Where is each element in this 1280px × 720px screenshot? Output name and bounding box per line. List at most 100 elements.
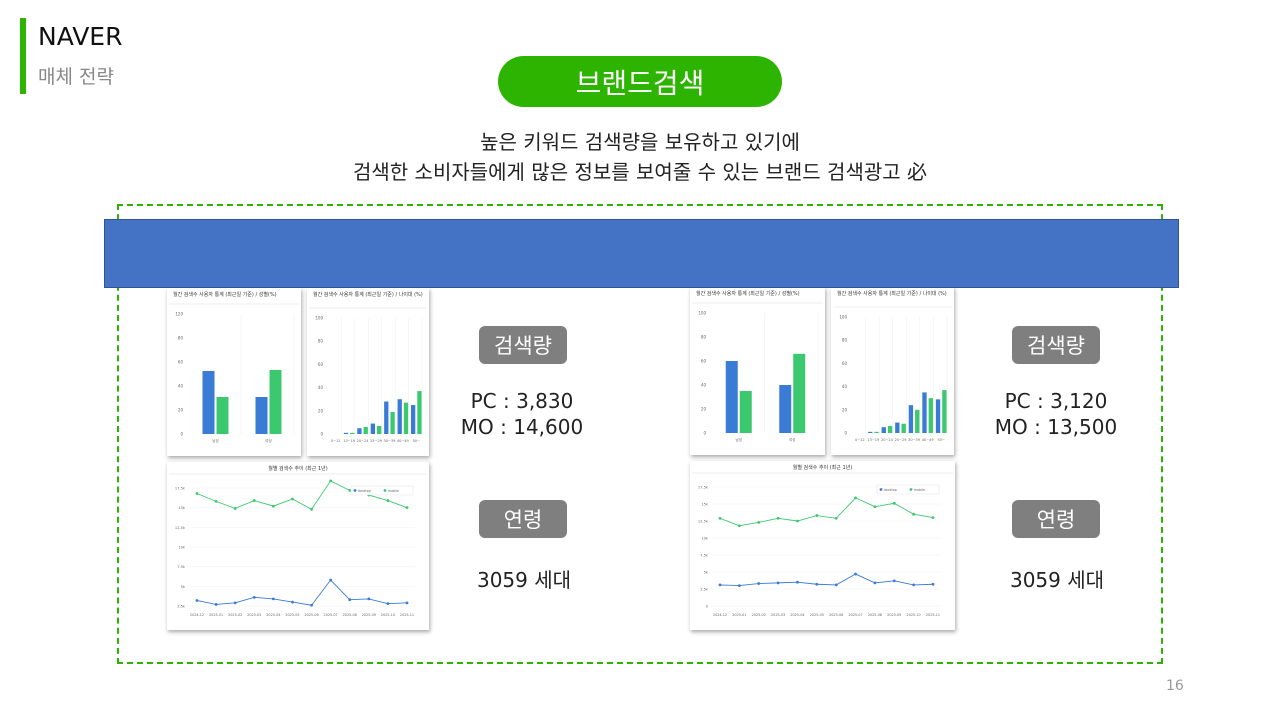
y-tick-label: 2.5k: [177, 605, 186, 609]
x-tick-label: 2025-05: [285, 613, 299, 617]
search-volume-label: 검색량: [1012, 326, 1100, 364]
data-point: [796, 580, 799, 584]
x-tick-label: 2025-03: [247, 613, 261, 617]
data-point: [912, 583, 916, 587]
y-tick-label: 5k: [181, 585, 186, 589]
y-tick-label: 10k: [701, 537, 709, 541]
search-volume-label: 검색량: [479, 326, 567, 364]
chart-title: 월간 검색수 사용자 통계 (최근일 기준) / 나이대 (%): [837, 291, 947, 297]
y-tick-label: 80: [842, 338, 848, 343]
data-point: [815, 514, 819, 517]
data-point: [931, 516, 935, 519]
x-tick-label: 2025-10: [907, 613, 921, 617]
bar: [269, 370, 282, 434]
series-line: [719, 573, 934, 587]
data-point: [329, 578, 333, 582]
data-point: [252, 499, 256, 502]
data-point: [912, 512, 916, 516]
bar: [874, 431, 879, 433]
data-point: [291, 497, 294, 501]
trend-chart-card: 월별 검색수 추이 (최근 1년) 17.5k 15k 12.5k 10k 7.5k 5k…: [690, 461, 955, 630]
chart-title: 월별 검색수 추이 (최근 1년): [792, 465, 853, 471]
bar: [202, 371, 215, 434]
y-tick-label: 20: [178, 408, 184, 413]
x-tick-label: 2025-05: [810, 613, 824, 617]
y-tick-label: 20: [701, 407, 707, 412]
x-tick-label: 25~29: [370, 439, 382, 443]
bar: [901, 423, 906, 433]
data-point: [854, 496, 857, 500]
pc-volume: PC : 3,120: [1004, 389, 1108, 413]
data-point: [815, 582, 819, 586]
bar: [881, 427, 886, 433]
y-tick-label: 40: [318, 385, 324, 390]
legend: desktop mobile: [350, 485, 414, 496]
data-point: [776, 516, 780, 520]
age-value: 3059 세대: [476, 568, 572, 592]
age-value: 3059 세대: [1009, 568, 1105, 592]
data-point: [873, 581, 877, 585]
legend-label: mobile: [914, 488, 925, 492]
y-tick-label: 20: [318, 408, 324, 413]
bar: [255, 397, 268, 434]
data-point: [214, 603, 218, 606]
data-point: [776, 581, 780, 585]
x-tick-label: 2025-03: [771, 613, 785, 617]
bar: [363, 427, 368, 434]
data-point: [405, 506, 409, 510]
bar: [942, 390, 947, 433]
data-point: [233, 601, 237, 605]
x-tick-label: 30~39: [908, 438, 920, 442]
bar: [357, 428, 362, 434]
y-tick-label: 60: [318, 362, 324, 367]
series-line: [196, 579, 408, 606]
x-tick-label: 2025-09: [362, 613, 376, 617]
mo-volume: MO : 14,600: [460, 415, 584, 439]
y-tick-label: 100: [839, 315, 847, 320]
legend-swatch: [353, 489, 357, 492]
legend-swatch: [909, 488, 913, 491]
x-tick-label: 2024-12: [713, 613, 727, 617]
y-tick-label: 12.5k: [175, 526, 186, 530]
bar: [403, 402, 409, 434]
y-tick-label: 80: [178, 336, 184, 341]
data-point: [718, 583, 722, 587]
data-point: [405, 601, 409, 605]
y-tick-label: 10k: [178, 546, 186, 550]
bar: [350, 432, 355, 434]
data-point: [834, 516, 838, 520]
brand-title: NAVER: [38, 22, 123, 51]
x-tick-label: 여성: [265, 438, 271, 443]
y-tick-label: 15k: [701, 503, 709, 507]
data-point: [892, 579, 896, 583]
x-tick-label: 남성: [212, 438, 218, 443]
x-tick-label: 2025-07: [848, 613, 862, 617]
chart-title: 월별 검색수 추이 (최근 1년): [268, 466, 328, 472]
bar: [908, 405, 914, 433]
bar: [370, 423, 375, 434]
bar: [343, 432, 349, 434]
legend-swatch: [383, 489, 387, 492]
data-point: [271, 504, 275, 508]
y-tick-label: 40: [178, 384, 184, 389]
data-point: [854, 572, 857, 576]
x-tick-label: 20~24: [357, 439, 370, 443]
accent-bar: [20, 18, 26, 94]
age-chart-card: 월간 검색수 사용자 통계 (최근일 기준) / 나이대 (%) 100 80 60…: [831, 287, 954, 455]
gender-chart-card: 월간 검색수 사용자 통계 (최근일 기준) / 성별(%) 100 80 60 40…: [690, 287, 825, 455]
y-tick-label: 100: [315, 316, 323, 321]
legend-box: [876, 484, 940, 495]
y-tick-label: 0: [706, 605, 709, 609]
y-tick-label: 12.5k: [698, 520, 709, 524]
bar: [410, 405, 416, 434]
x-tick-label: 40~49: [397, 439, 409, 443]
y-tick-label: 0: [844, 431, 847, 436]
data-point: [214, 499, 218, 503]
data-point: [367, 597, 371, 601]
x-tick-label: 13~19: [867, 438, 879, 442]
y-tick-label: 7.5k: [700, 554, 709, 558]
chart-svg: 100 80 60 40 20 0 0~12 13~19 20~24 25~29 30~39 40~4…: [309, 307, 427, 443]
data-point: [348, 488, 352, 492]
x-tick-label: 2025-09: [887, 613, 901, 617]
bar: [868, 431, 873, 433]
